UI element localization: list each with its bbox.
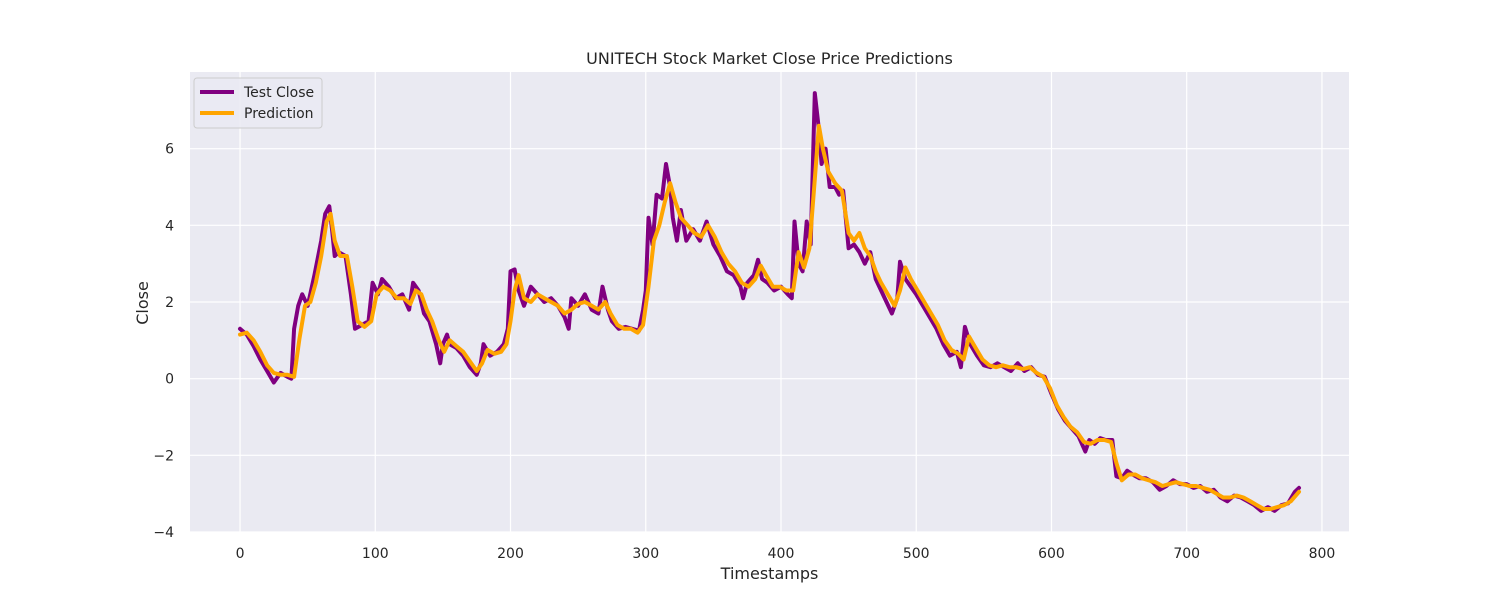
- x-tick-label: 500: [903, 546, 930, 562]
- x-tick-label: 300: [632, 546, 659, 562]
- y-tick-label: 2: [165, 295, 174, 311]
- y-tick-label: −4: [153, 525, 174, 541]
- x-tick-label: 400: [768, 546, 795, 562]
- y-tick-label: 6: [165, 142, 174, 158]
- grid: [190, 72, 1349, 533]
- x-tick-label: 100: [362, 546, 389, 562]
- x-axis-label: Timestamps: [720, 564, 819, 583]
- y-tick-label: 0: [165, 372, 174, 388]
- y-axis-ticks: −4 −2 0 2 4 6: [153, 142, 174, 541]
- x-tick-label: 800: [1309, 546, 1336, 562]
- y-tick-label: −2: [153, 448, 174, 464]
- legend-label-test-close: Test Close: [243, 85, 314, 101]
- x-tick-label: 0: [236, 546, 245, 562]
- y-tick-label: 4: [165, 218, 174, 234]
- y-axis-label: Close: [133, 281, 152, 325]
- legend-label-prediction: Prediction: [244, 106, 314, 122]
- x-tick-label: 700: [1173, 546, 1200, 562]
- x-tick-label: 600: [1038, 546, 1065, 562]
- x-tick-label: 200: [497, 546, 524, 562]
- series-layer: [238, 91, 1301, 513]
- chart-title: UNITECH Stock Market Close Price Predict…: [586, 49, 953, 68]
- legend: Test Close Prediction: [193, 77, 323, 129]
- x-axis-ticks: 0 100 200 300 400 500 600 700 800: [236, 546, 1336, 562]
- series-line-prediction: [238, 123, 1301, 511]
